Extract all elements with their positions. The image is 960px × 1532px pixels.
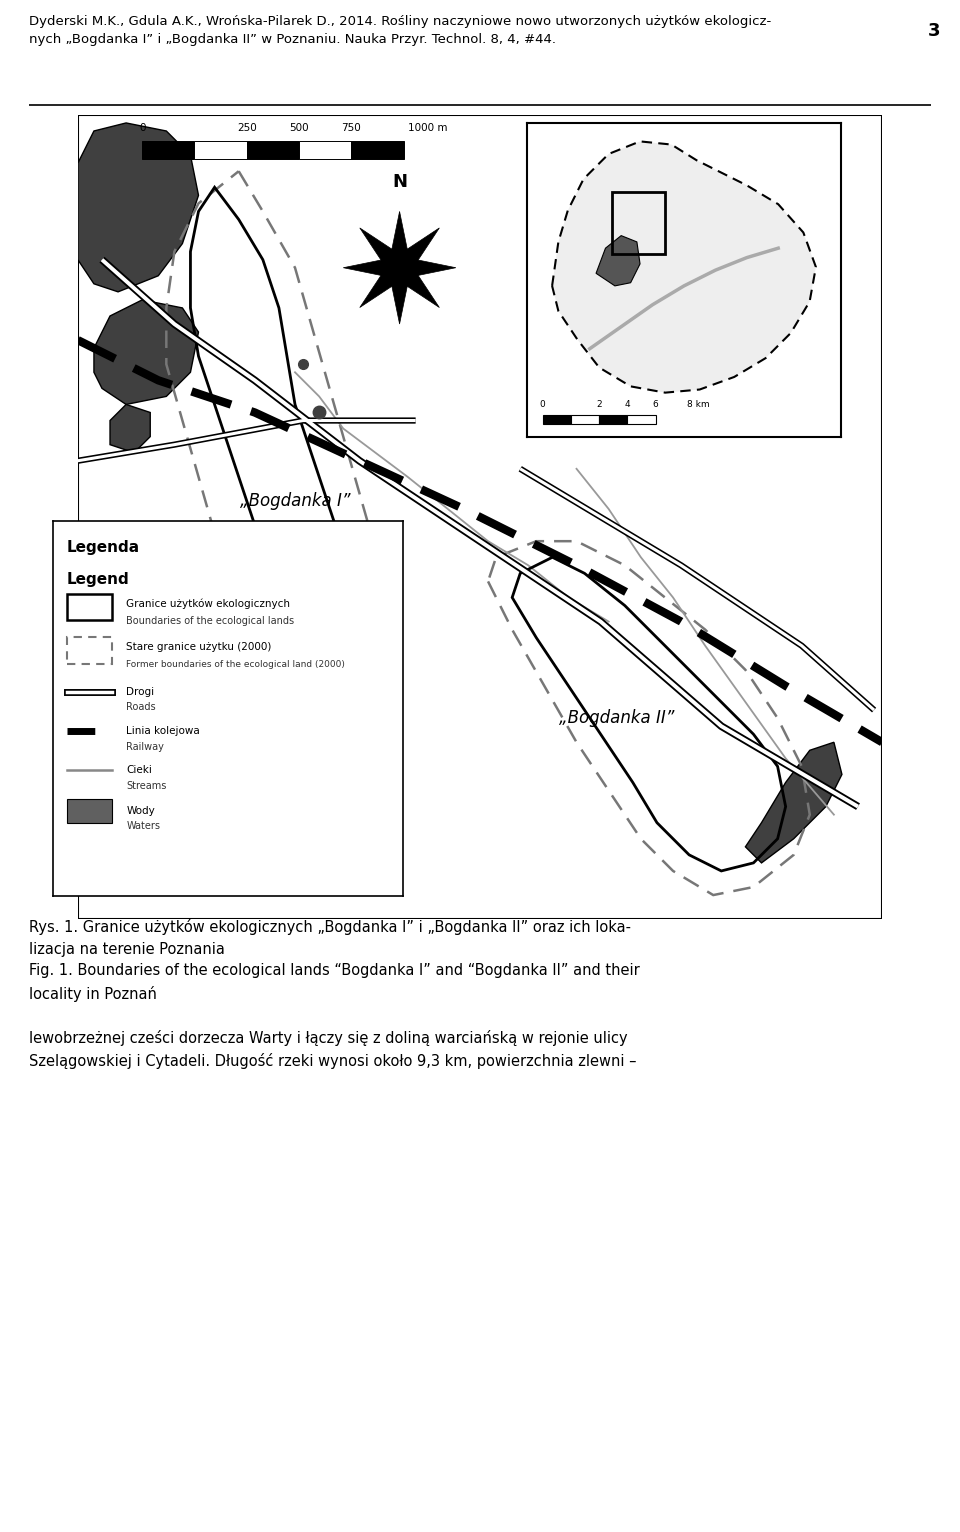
Text: Boundaries of the ecological lands: Boundaries of the ecological lands xyxy=(127,616,295,627)
Text: Granice użytków ekologicznych: Granice użytków ekologicznych xyxy=(127,597,290,608)
Text: 2: 2 xyxy=(596,400,602,409)
Bar xyxy=(542,415,571,424)
Bar xyxy=(571,415,599,424)
Polygon shape xyxy=(596,236,640,286)
Text: 500: 500 xyxy=(289,123,309,133)
Text: 0: 0 xyxy=(540,400,545,409)
Text: N: N xyxy=(392,173,407,192)
Text: „Bogdanka II”: „Bogdanka II” xyxy=(559,709,675,728)
Polygon shape xyxy=(552,141,816,392)
Bar xyxy=(612,192,665,254)
Text: „Bogdanka I”: „Bogdanka I” xyxy=(240,492,350,510)
Bar xyxy=(247,141,299,159)
Polygon shape xyxy=(745,741,842,863)
Text: Drogi: Drogi xyxy=(127,686,155,697)
Text: 4: 4 xyxy=(625,400,631,409)
Text: 250: 250 xyxy=(237,123,256,133)
Bar xyxy=(142,141,195,159)
Bar xyxy=(599,415,628,424)
Text: 8 km: 8 km xyxy=(687,400,709,409)
Text: 3: 3 xyxy=(928,21,941,40)
Bar xyxy=(299,141,351,159)
Text: 1000 m: 1000 m xyxy=(408,123,447,133)
Bar xyxy=(628,415,656,424)
Bar xyxy=(67,798,112,823)
Text: Linia kolejowa: Linia kolejowa xyxy=(127,726,200,735)
Polygon shape xyxy=(110,404,150,452)
Text: Wody: Wody xyxy=(127,806,156,817)
Text: Legend: Legend xyxy=(67,571,130,587)
Text: Cieki: Cieki xyxy=(127,766,153,775)
Polygon shape xyxy=(344,211,456,323)
Text: 0: 0 xyxy=(139,123,146,133)
Text: 6: 6 xyxy=(653,400,659,409)
Text: Waters: Waters xyxy=(127,821,160,832)
Bar xyxy=(351,141,403,159)
Text: Streams: Streams xyxy=(127,781,167,791)
Text: Roads: Roads xyxy=(127,703,156,712)
Text: Former boundaries of the ecological land (2000): Former boundaries of the ecological land… xyxy=(127,660,346,669)
Text: Rys. 1. Granice użytków ekologicznych „Bogdanka I” i „Bogdanka II” oraz ich loka: Rys. 1. Granice użytków ekologicznych „B… xyxy=(29,919,639,1069)
Polygon shape xyxy=(94,300,199,404)
Bar xyxy=(195,141,247,159)
Text: Stare granice użytku (2000): Stare granice użytku (2000) xyxy=(127,642,272,651)
Text: 750: 750 xyxy=(342,123,361,133)
Polygon shape xyxy=(78,123,199,291)
Bar xyxy=(67,594,112,620)
Text: Dyderski M.K., Gdula A.K., Wrońska-Pilarek D., 2014. Rośliny naczyniowe nowo utw: Dyderski M.K., Gdula A.K., Wrońska-Pilar… xyxy=(29,15,771,46)
Text: Railway: Railway xyxy=(127,741,164,752)
Bar xyxy=(67,637,112,663)
Text: Legenda: Legenda xyxy=(67,539,140,555)
